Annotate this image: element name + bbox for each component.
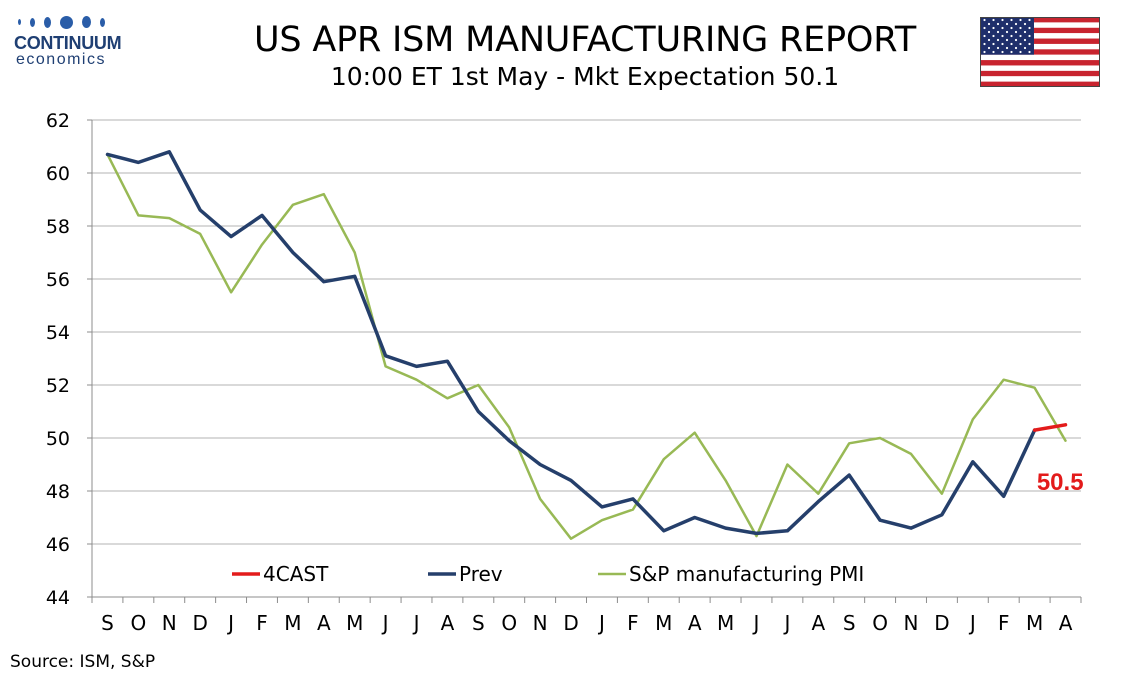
y-tick-label: 52	[46, 375, 70, 397]
legend-label-forecast: 4CAST	[263, 562, 329, 586]
x-tick-label: D	[192, 611, 207, 635]
x-tick-label: N	[533, 611, 548, 635]
series-line-forecast	[1032, 423, 1068, 432]
x-tick-label: A	[317, 611, 331, 635]
logo-brand: CONTINUUM	[14, 33, 122, 53]
logo-sub: economics	[16, 51, 106, 68]
x-tick-label: A	[811, 611, 825, 635]
y-tick-label: 54	[46, 322, 70, 344]
page-title: US APR ISM MANUFACTURING REPORT	[253, 20, 917, 60]
x-tick-label: J	[226, 611, 234, 635]
forecast-annotation: 50.5	[1037, 469, 1084, 496]
x-tick-label: A	[1059, 611, 1073, 635]
source-note: Source: ISM, S&P	[10, 652, 156, 672]
y-tick-label: 58	[46, 216, 70, 238]
x-tick-label: F	[998, 611, 1010, 635]
x-tick-label: S	[843, 611, 856, 635]
legend-label-prev: Prev	[459, 562, 503, 586]
x-tick-label: M	[655, 611, 672, 635]
x-tick-label: F	[627, 611, 639, 635]
y-tick-label: 56	[46, 269, 70, 291]
y-tick-label: 48	[46, 481, 70, 503]
y-tick-label: 46	[46, 534, 70, 556]
legend-label-sp: S&P manufacturing PMI	[629, 562, 864, 586]
y-tick-label: 60	[46, 163, 70, 185]
x-tick-label: M	[284, 611, 301, 635]
series-line-prev	[105, 150, 1037, 536]
x-tick-label: N	[162, 611, 177, 635]
logo-dot	[30, 17, 35, 27]
x-tick-label: A	[688, 611, 702, 635]
us-flag-icon	[980, 17, 1100, 87]
y-tick-label: 62	[46, 110, 70, 132]
series-line-sp	[106, 153, 1067, 540]
logo-dot	[44, 16, 51, 28]
y-tick-label: 50	[46, 428, 70, 450]
x-tick-label: J	[968, 611, 976, 635]
logo-dot	[60, 15, 73, 29]
x-tick-label: A	[441, 611, 455, 635]
x-tick-label: M	[1026, 611, 1043, 635]
x-tick-label: M	[717, 611, 734, 635]
x-tick-label: D	[563, 611, 578, 635]
y-tick-label: 44	[46, 587, 70, 609]
logo-dot	[82, 16, 91, 28]
continuum-logo: CONTINUUM economics	[14, 14, 134, 69]
x-tick-label: M	[346, 611, 363, 635]
page-subtitle: 10:00 ET 1st May - Mkt Expectation 50.1	[330, 62, 840, 91]
x-tick-label: J	[752, 611, 760, 635]
x-tick-label: O	[501, 611, 517, 635]
x-tick-label: S	[472, 611, 485, 635]
x-tick-label: J	[412, 611, 420, 635]
logo-dot	[18, 19, 21, 25]
logo-dots	[18, 14, 134, 30]
x-tick-label: O	[872, 611, 888, 635]
x-tick-label: J	[782, 611, 790, 635]
x-tick-label: J	[381, 611, 389, 635]
logo-dot	[100, 17, 105, 27]
x-tick-label: J	[597, 611, 605, 635]
x-tick-label: S	[101, 611, 114, 635]
x-tick-label: N	[904, 611, 919, 635]
x-tick-label: F	[256, 611, 268, 635]
x-tick-label: O	[130, 611, 146, 635]
x-tick-label: D	[934, 611, 949, 635]
